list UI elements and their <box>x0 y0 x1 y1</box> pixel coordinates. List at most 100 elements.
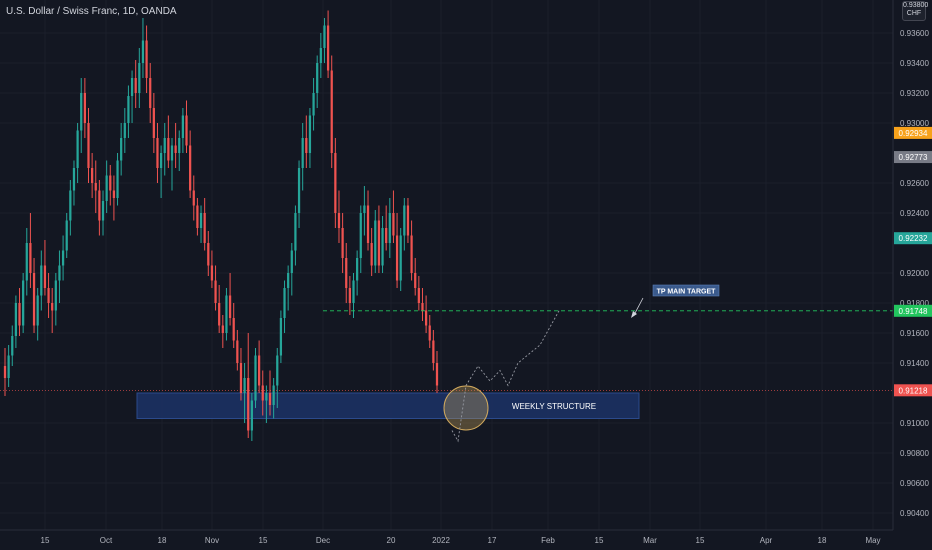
y-tick-label: 0.91800 <box>900 299 929 308</box>
x-tick-label: 15 <box>259 536 268 545</box>
target-label: TP MAIN TARGET <box>657 289 717 296</box>
candle-down <box>247 378 250 431</box>
candle-down <box>341 228 344 258</box>
y-tick-label: 0.90600 <box>900 479 929 488</box>
candle-up <box>279 318 283 356</box>
time-axis[interactable]: 15 Oct 18 Nov 15 Dec 20 2022 17 Feb 15 Mar 15 Apr 18 Ma… <box>41 536 881 545</box>
candle-down <box>185 115 188 146</box>
candle-down <box>345 258 348 288</box>
candle-up <box>163 138 166 153</box>
candle-up <box>181 115 185 138</box>
price-axis[interactable]: 0.93600 0.93400 0.93200 0.93000 0.92600 0.924… <box>900 29 929 518</box>
candle-up <box>120 138 123 161</box>
reaction-circle[interactable] <box>443 385 489 431</box>
price-badge <box>894 126 932 139</box>
x-tick-label: Mar <box>643 536 657 545</box>
y-tick-label: 0.91600 <box>900 329 929 338</box>
candle-down <box>257 355 261 386</box>
y-tick-label: 0.93200 <box>900 89 929 98</box>
candle-down <box>94 183 97 191</box>
candle-down <box>395 235 399 281</box>
price-badge <box>894 151 932 164</box>
candle-down <box>424 310 428 326</box>
candle-up <box>76 130 79 168</box>
candle-up <box>359 213 362 258</box>
candle-up <box>65 220 68 251</box>
currency-top-price: 0.93800 <box>903 2 929 9</box>
candle-up <box>312 93 315 116</box>
candle-up <box>254 355 257 401</box>
candle-up <box>7 355 10 378</box>
price-badge <box>894 384 932 397</box>
weekly-structure-label: WEEKLY STRUCTURE <box>512 402 596 411</box>
candle-down <box>334 153 337 213</box>
chart-title: U.S. Dollar / Swiss Franc, 1D, OANDA <box>6 6 177 17</box>
candle-down <box>91 168 94 183</box>
candle-up <box>101 201 105 221</box>
candle-up <box>363 205 366 213</box>
candle-up <box>308 115 312 153</box>
x-tick-label: 15 <box>696 536 705 545</box>
candle-down <box>192 190 195 206</box>
candle-up <box>170 145 174 161</box>
currency-badge[interactable]: 0.93800 CHF <box>902 1 929 21</box>
candle-down <box>348 288 351 303</box>
candle-down <box>156 138 159 168</box>
price-badge-label: 0.91748 <box>899 307 928 316</box>
x-tick-label: 20 <box>387 536 396 545</box>
x-tick-label: Oct <box>100 536 113 545</box>
candle-up <box>399 235 402 281</box>
candle-up <box>61 250 65 266</box>
candle-up <box>80 93 83 131</box>
candle-up <box>250 400 253 431</box>
candle-down <box>421 303 424 311</box>
candle-down <box>337 213 341 228</box>
candle-up <box>54 280 57 311</box>
candle-down <box>145 40 148 78</box>
overlay: WEEKLY STRUCTURE TP MAIN TARGET <box>0 284 893 443</box>
candle-down <box>417 288 420 303</box>
candle-down <box>203 213 206 243</box>
candle-up <box>11 336 14 356</box>
candle-up <box>381 228 384 266</box>
target-label-box[interactable] <box>652 284 720 297</box>
candle-down <box>152 108 155 138</box>
candle-down <box>83 93 86 123</box>
candle-down <box>410 235 413 273</box>
price-badges: 0.92934 0.92773 0.92232 0.91748 0.91218 <box>894 126 932 397</box>
candle-down <box>261 385 264 401</box>
candle-up <box>316 63 319 93</box>
candle-down <box>174 145 177 153</box>
candle-down <box>428 325 431 341</box>
candle-down <box>196 205 199 228</box>
candle-up <box>123 123 126 138</box>
candle-up <box>283 288 286 318</box>
candle-down <box>51 303 54 311</box>
candle-up <box>116 160 119 198</box>
y-tick-label: 0.92400 <box>900 209 929 218</box>
candle-down <box>29 243 32 273</box>
candle-down <box>214 280 217 303</box>
x-tick-label: Nov <box>205 536 219 545</box>
candle-down <box>432 340 435 363</box>
x-tick-label: Apr <box>760 536 773 545</box>
y-tick-label: 0.92600 <box>900 179 929 188</box>
currency-code: CHF <box>906 10 922 17</box>
x-tick-label: 15 <box>41 536 50 545</box>
candle-up <box>225 295 228 333</box>
candles <box>3 10 439 441</box>
candle-down <box>232 318 235 341</box>
candle-down <box>112 190 116 198</box>
candle-down <box>305 138 308 153</box>
y-tick-label: 0.93600 <box>900 29 929 38</box>
candle-up <box>14 303 18 336</box>
y-tick-label: 0.93400 <box>900 59 929 68</box>
candle-down <box>32 273 36 326</box>
weekly-structure-zone[interactable] <box>136 392 640 419</box>
candle-down <box>239 363 243 393</box>
target-arrow-icon <box>633 297 644 316</box>
projected-path[interactable] <box>451 308 561 443</box>
candle-up <box>290 250 293 273</box>
